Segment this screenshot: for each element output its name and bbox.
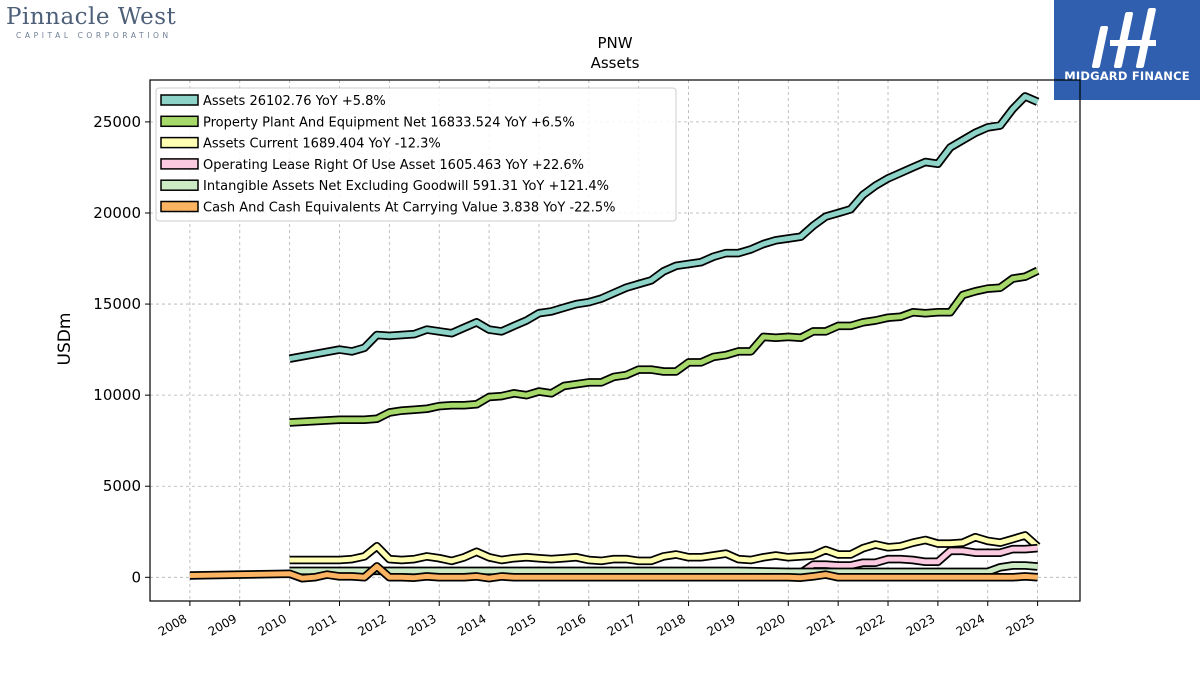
legend-entry-4: Intangible Assets Net Excluding Goodwill… (203, 179, 609, 194)
legend-entry-1: Property Plant And Equipment Net 16833.5… (203, 115, 575, 130)
legend-box (155, 87, 677, 222)
y-tick-label: 15000 (93, 295, 141, 313)
chart-title: PNW (597, 34, 632, 52)
x-tick-label: 2008 (156, 611, 189, 638)
midgard-mark-icon (1091, 8, 1156, 68)
legend-entry-3: Operating Lease Right Of Use Asset 1605.… (203, 158, 584, 173)
series-line-5 (189, 563, 1038, 581)
x-tick-label: 2025 (1004, 611, 1037, 638)
x-tick-label: 2012 (355, 611, 388, 638)
x-tick-label: 2024 (954, 611, 987, 638)
logo-right-name: MIDGARD FINANCE (1064, 69, 1190, 83)
series-line-3 (738, 545, 1038, 577)
y-tick-label: 10000 (93, 386, 141, 404)
legend-entry-0: Assets 26102.76 YoY +5.8% (203, 94, 386, 109)
x-tick-label: 2017 (605, 611, 638, 638)
y-tick-label: 5000 (103, 477, 141, 495)
legend-swatch-0 (160, 94, 199, 106)
x-tick-label: 2022 (854, 611, 887, 638)
x-tick-label: 2015 (505, 611, 538, 638)
logo-left-name: Pinnacle West (6, 4, 177, 30)
plot-frame (149, 79, 1081, 602)
x-tick-label: 2014 (455, 611, 488, 638)
legend-swatch-2 (160, 136, 199, 149)
y-tick-label: 25000 (93, 113, 141, 131)
x-tick-label: 2010 (256, 611, 289, 638)
legend: Assets 26102.76 YoY +5.8% Property Plant … (155, 87, 677, 222)
x-tick-label: 2023 (904, 611, 937, 638)
chart-subtitle: Assets (591, 54, 640, 72)
x-tick-label: 2020 (754, 611, 787, 638)
legend-swatch-1 (160, 115, 199, 128)
legend-swatch-5 (160, 200, 199, 213)
y-tick-label: 0 (131, 568, 141, 586)
series-line-4 (289, 563, 1038, 575)
legend-swatch-3 (160, 158, 199, 170)
logo-left-sub: CAPITAL CORPORATION (16, 31, 172, 40)
midgard-finance-logo: MIDGARD FINANCE (1054, 0, 1200, 100)
y-tick-label: 20000 (93, 204, 141, 222)
series-line-0 (289, 93, 1039, 362)
x-tick-label: 2019 (704, 611, 737, 638)
series-line-1 (289, 268, 1039, 425)
series-outline-1 (289, 266, 1040, 427)
legend-swatch-4 (160, 179, 199, 191)
x-tick-label: 2009 (206, 611, 239, 638)
x-tick-label: 2011 (306, 611, 339, 638)
legend-entry-2: Assets Current 1689.404 YoY -12.3% (203, 137, 441, 152)
pinnacle-west-logo: Pinnacle West CAPITAL CORPORATION (6, 4, 196, 44)
x-tick-label: 2021 (804, 611, 837, 638)
x-tick-label: 2018 (655, 611, 688, 638)
x-tick-label: 2016 (555, 611, 588, 638)
series-line-2 (289, 532, 1040, 564)
legend-entry-5: Cash And Cash Equivalents At Carrying Va… (203, 201, 615, 216)
y-axis-label: USDm (55, 313, 75, 366)
x-tick-label: 2013 (405, 611, 438, 638)
series-lines (189, 92, 1041, 583)
